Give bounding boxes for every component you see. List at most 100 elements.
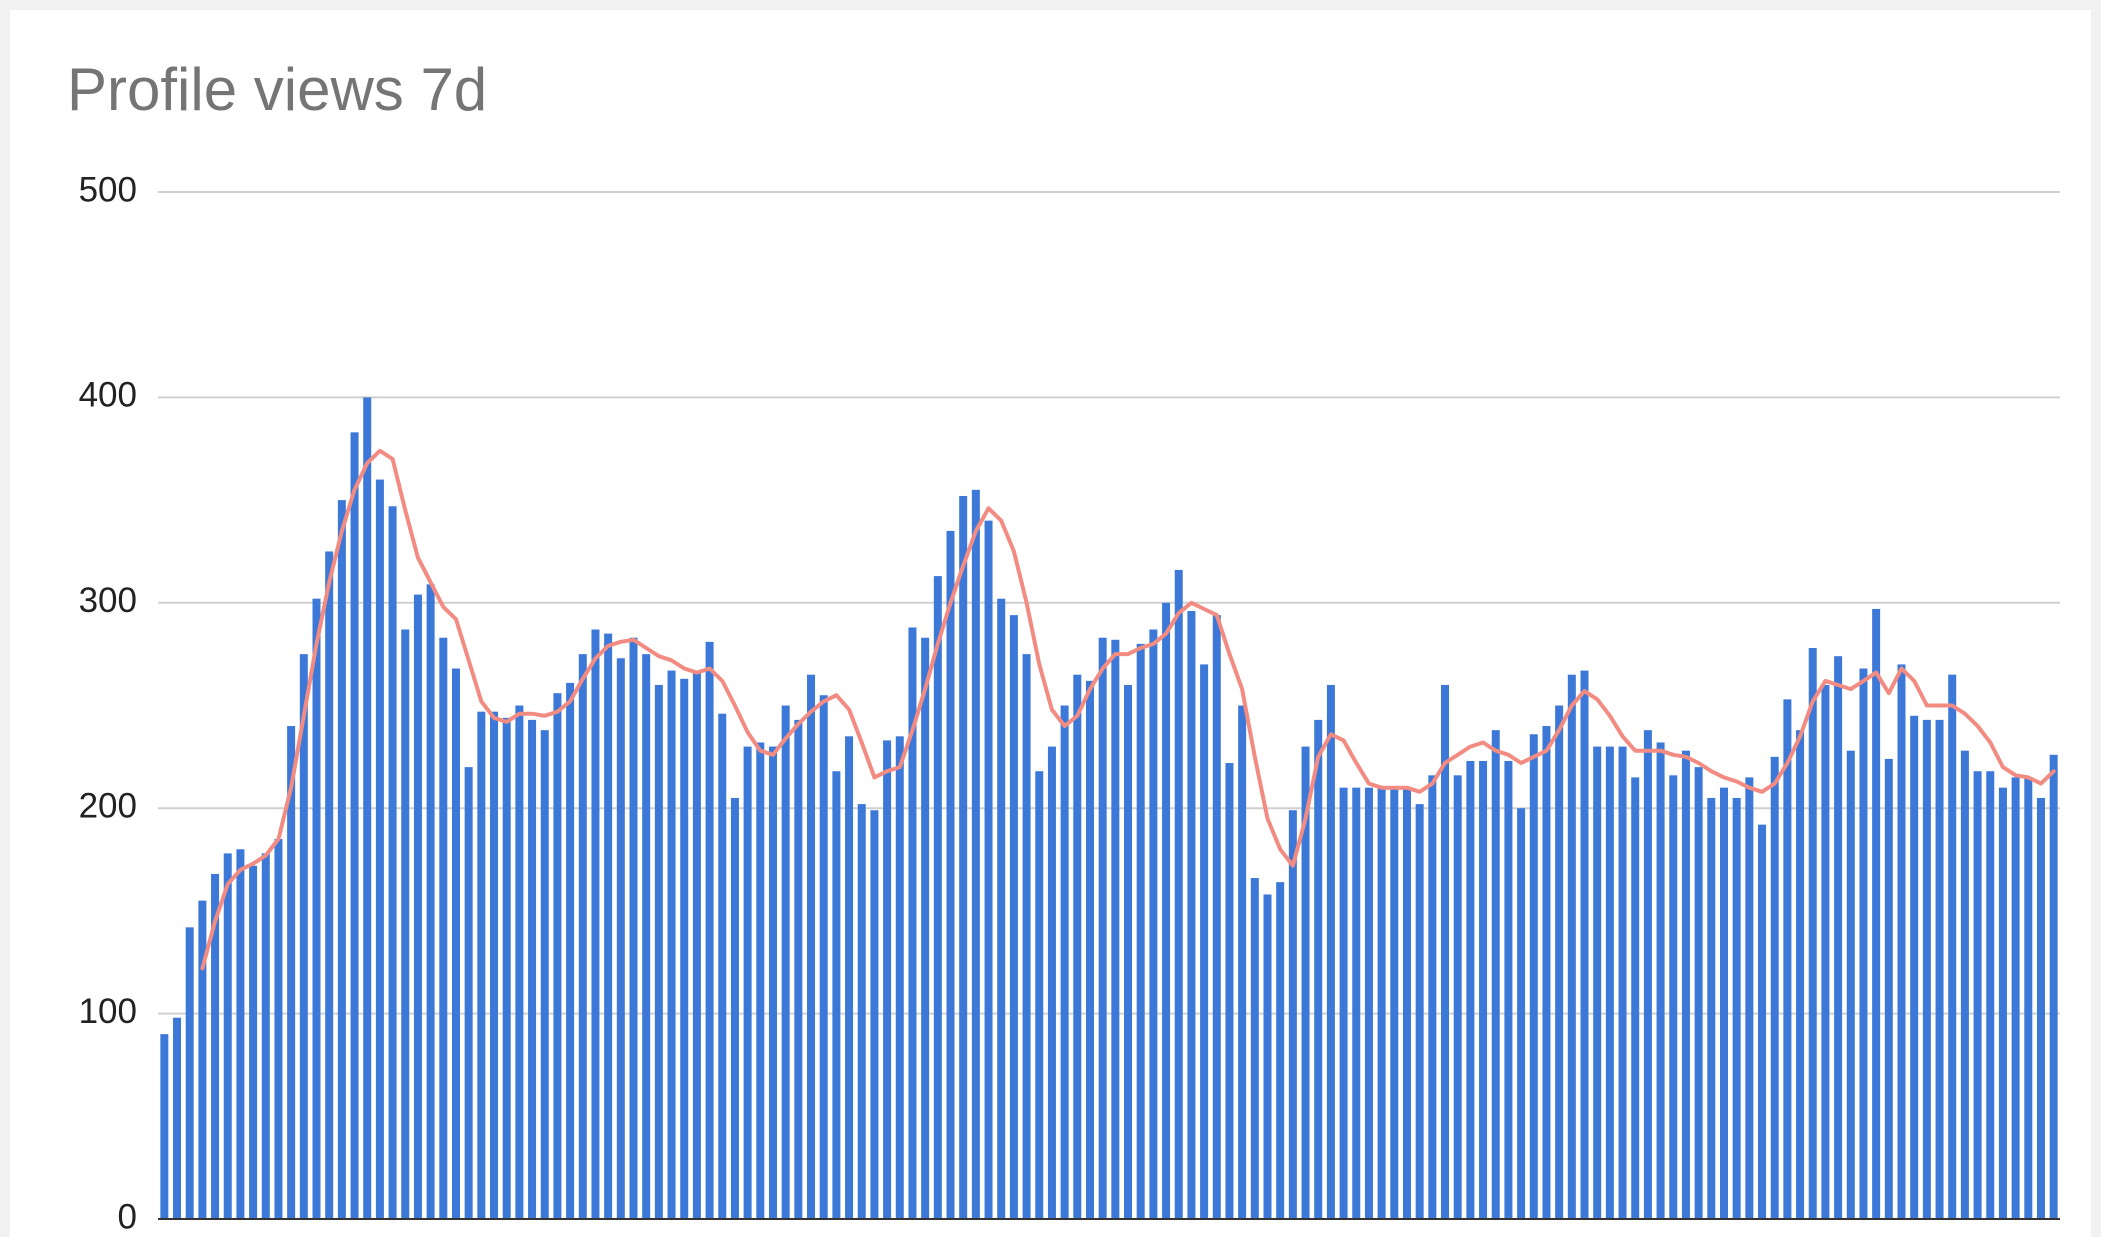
bar	[743, 746, 752, 1219]
bar	[832, 771, 841, 1219]
bar	[2024, 777, 2033, 1219]
bar	[616, 658, 625, 1219]
bar	[350, 432, 359, 1219]
bar	[1732, 797, 1741, 1219]
bar	[1745, 777, 1754, 1219]
bar	[781, 705, 790, 1219]
bar	[870, 810, 879, 1219]
bar	[1884, 758, 1893, 1219]
bar	[160, 1034, 169, 1219]
bar	[1681, 750, 1690, 1219]
bar	[211, 873, 220, 1219]
bar	[477, 711, 486, 1219]
bar	[388, 506, 397, 1220]
y-tick-label: 100	[79, 992, 137, 1031]
bar	[1859, 668, 1868, 1219]
bar	[591, 629, 600, 1219]
bar	[540, 730, 549, 1219]
bar	[1124, 684, 1133, 1219]
bar	[1618, 746, 1627, 1219]
bar	[680, 678, 689, 1219]
bar	[578, 654, 587, 1219]
bar	[1441, 684, 1450, 1219]
bar	[2036, 797, 2045, 1219]
bar	[1352, 787, 1361, 1219]
bar	[1085, 680, 1094, 1219]
bar	[895, 736, 904, 1219]
bar	[1821, 684, 1830, 1219]
bar	[1415, 804, 1424, 1219]
bar	[325, 551, 334, 1219]
bar	[1580, 670, 1589, 1219]
bar	[1276, 882, 1285, 1219]
bar	[1174, 569, 1183, 1219]
bar	[1910, 715, 1919, 1219]
bar	[1301, 746, 1310, 1219]
bar	[1694, 767, 1703, 1219]
bar	[845, 736, 854, 1219]
bar	[1035, 771, 1044, 1219]
bar	[261, 853, 270, 1219]
bar	[1491, 730, 1500, 1219]
y-tick-label: 0	[118, 1197, 137, 1236]
bar	[502, 717, 511, 1219]
bar	[1009, 615, 1018, 1219]
bar	[1200, 664, 1209, 1219]
bar	[1948, 674, 1957, 1219]
bar	[1390, 787, 1399, 1219]
bar	[1402, 787, 1411, 1219]
y-tick-label: 200	[79, 786, 137, 825]
bar	[883, 740, 892, 1219]
bar	[1783, 699, 1792, 1219]
bar	[1998, 787, 2007, 1219]
bar	[287, 726, 296, 1219]
bar	[819, 695, 828, 1219]
bar	[1922, 719, 1931, 1219]
bar	[756, 742, 765, 1219]
bar	[946, 530, 955, 1219]
bar	[1593, 746, 1602, 1219]
bar	[933, 576, 942, 1219]
bar	[908, 627, 917, 1219]
bar	[1567, 674, 1576, 1219]
bar	[959, 495, 968, 1219]
bar	[1073, 674, 1082, 1219]
bar	[1250, 878, 1259, 1219]
bar	[223, 853, 232, 1219]
bar	[1719, 787, 1728, 1219]
bar	[997, 598, 1006, 1219]
bar	[1986, 771, 1995, 1219]
bar	[1707, 797, 1716, 1219]
bar	[984, 520, 993, 1219]
bar	[1187, 611, 1196, 1219]
bar	[1656, 742, 1665, 1219]
bar	[1643, 730, 1652, 1219]
bar	[1339, 787, 1348, 1219]
bar	[718, 713, 727, 1219]
bar	[528, 719, 537, 1219]
y-tick-label: 500	[79, 170, 137, 209]
bar	[426, 584, 435, 1219]
trend-line	[200, 448, 2056, 971]
bar	[1238, 705, 1247, 1219]
bar	[971, 489, 980, 1220]
bar	[515, 705, 524, 1219]
bar	[1453, 775, 1462, 1219]
bar	[921, 637, 930, 1219]
bar	[413, 594, 422, 1219]
bar	[1377, 787, 1386, 1219]
bar	[1517, 808, 1526, 1219]
bar	[2011, 777, 2020, 1219]
bar	[1846, 750, 1855, 1219]
bar	[363, 397, 372, 1219]
bar	[1326, 684, 1335, 1219]
bar	[198, 900, 207, 1219]
bar	[1098, 637, 1107, 1219]
bar	[604, 633, 613, 1219]
bar	[312, 598, 321, 1219]
bar	[1212, 615, 1221, 1219]
bar	[1960, 750, 1969, 1219]
bar	[629, 637, 638, 1219]
bar	[1872, 608, 1881, 1219]
